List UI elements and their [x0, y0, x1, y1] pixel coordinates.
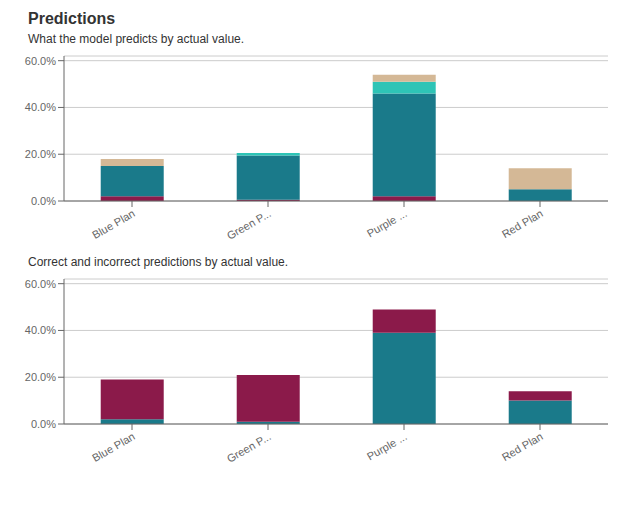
- html-text:What the model predicts by act: What the model predicts by actual value.: [28, 32, 245, 46]
- svg-text:Purple ...: Purple ...: [365, 430, 409, 462]
- svg-text:40.0%: 40.0%: [25, 324, 56, 336]
- svg-text:0.0%: 0.0%: [31, 418, 56, 430]
- svg-text:Green P...: Green P...: [225, 430, 273, 465]
- svg-text:Green P...: Green P...: [225, 207, 273, 242]
- html-text:Correct and incorrect predicti: Correct and incorrect predictions by act…: [28, 255, 289, 269]
- svg-text:40.0%: 40.0%: [25, 101, 56, 113]
- svg-text:60.0%: 60.0%: [25, 278, 56, 290]
- svg-text:0.0%: 0.0%: [31, 195, 56, 207]
- svg-text:20.0%: 20.0%: [25, 148, 56, 160]
- svg-text:Blue Plan: Blue Plan: [90, 430, 137, 464]
- svg-text:Red Plan: Red Plan: [500, 207, 545, 240]
- html-text:Predictions: Predictions: [28, 10, 116, 27]
- svg-text:20.0%: 20.0%: [25, 371, 56, 383]
- svg-text:Purple ...: Purple ...: [365, 207, 409, 239]
- svg-text:Red Plan: Red Plan: [500, 430, 545, 463]
- svg-text:Blue Plan: Blue Plan: [90, 207, 137, 241]
- svg-text:60.0%: 60.0%: [25, 55, 56, 67]
